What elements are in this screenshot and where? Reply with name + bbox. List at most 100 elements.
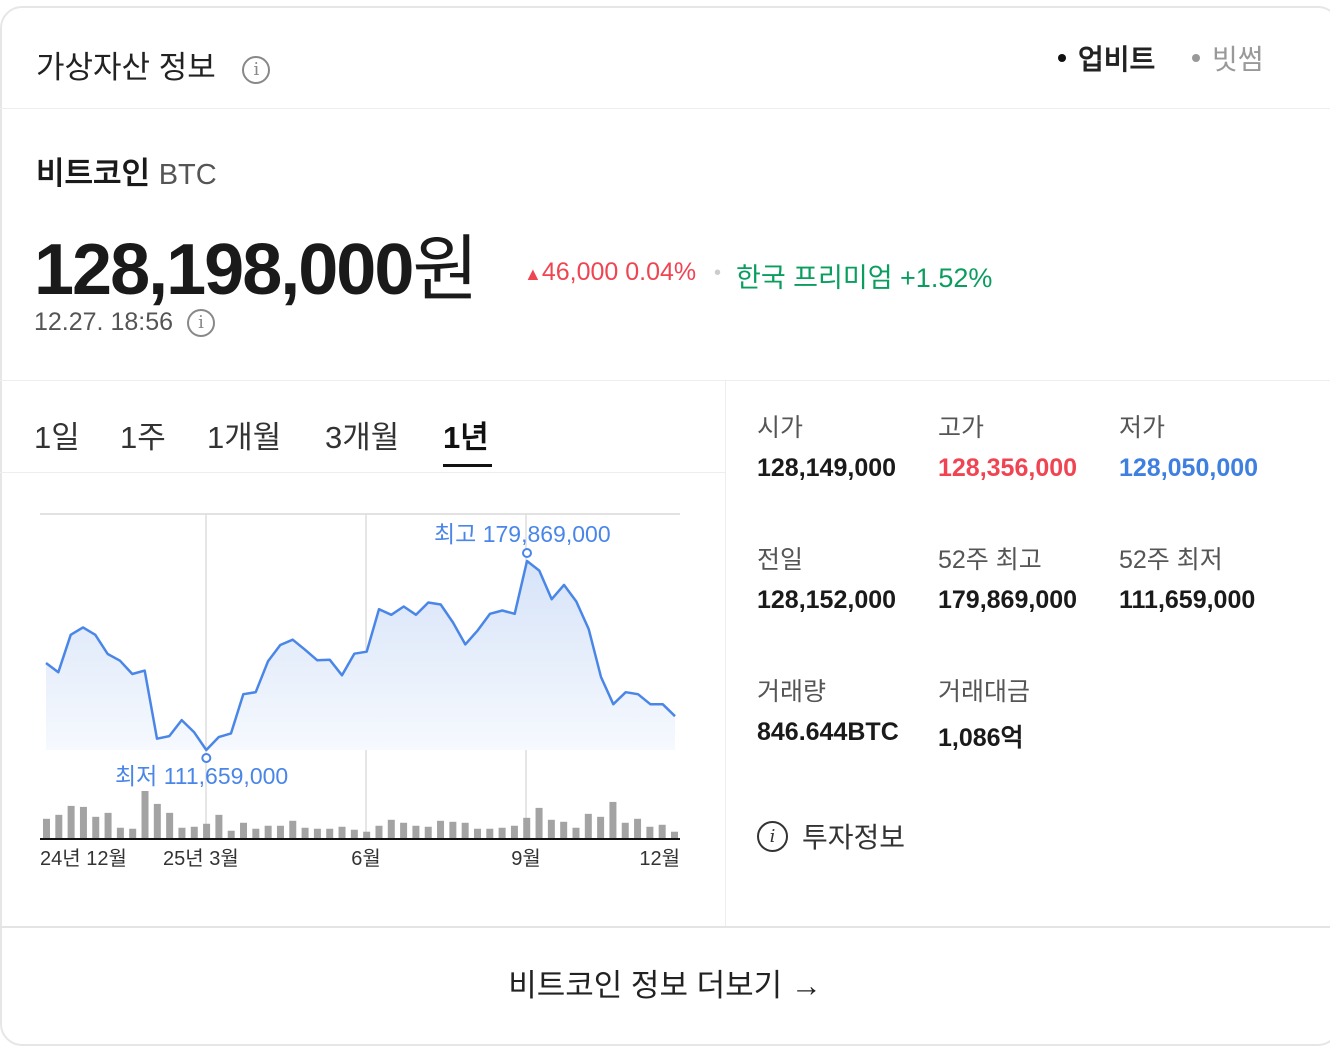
volume-bar xyxy=(634,818,642,839)
tab-3m[interactable]: 3개월 xyxy=(325,420,400,455)
crypto-info-card xyxy=(0,6,1330,1046)
tab-1m[interactable]: 1개월 xyxy=(207,420,282,455)
high-label: 최고 179,869,000 xyxy=(434,521,611,547)
volume-bar xyxy=(461,822,469,839)
volume-bar xyxy=(400,822,408,839)
volume-bar xyxy=(338,826,346,839)
price-area xyxy=(46,561,675,750)
volume-bar xyxy=(412,825,420,839)
volume-bar xyxy=(621,822,629,839)
coin-name: 비트코인 BTC xyxy=(36,156,217,191)
tab-1w[interactable]: 1주 xyxy=(120,420,166,455)
volume-bar xyxy=(424,826,432,839)
x-tick-label: 9월 xyxy=(511,847,541,870)
stat-low: 저가 128,050,000 xyxy=(1119,414,1259,482)
volume-bar xyxy=(289,820,297,839)
volume-bar xyxy=(597,816,605,839)
volume-bar xyxy=(387,819,395,839)
exchange-upbit[interactable]: 업비트 xyxy=(1058,38,1155,78)
x-tick-label: 25년 3월 xyxy=(163,847,239,870)
volume-bar xyxy=(584,813,592,839)
korea-premium: 한국 프리미엄 +1.52% xyxy=(736,263,993,293)
divider xyxy=(0,108,1330,109)
volume-bar xyxy=(560,821,568,839)
divider xyxy=(725,380,726,926)
volume-bar xyxy=(375,825,383,839)
volume-bar xyxy=(510,825,518,839)
x-tick-label: 12월 xyxy=(639,847,680,870)
volume-bar xyxy=(646,826,654,839)
volume-bar xyxy=(313,828,321,839)
divider xyxy=(0,380,1330,381)
stat-trade-value: 거래대금 1,086억 xyxy=(938,678,1031,752)
stat-52w-high: 52주 최고 179,869,000 xyxy=(938,546,1078,614)
tab-1y[interactable]: 1년 xyxy=(443,420,489,455)
volume-bar xyxy=(671,831,678,839)
volume-bar xyxy=(129,828,137,839)
volume-bar xyxy=(92,816,100,839)
divider xyxy=(0,926,1330,928)
volume-bar xyxy=(190,826,198,839)
volume-bar xyxy=(178,827,186,839)
volume-bar xyxy=(43,818,50,839)
volume-bar xyxy=(363,831,371,839)
stat-52w-low: 52주 최저 111,659,000 xyxy=(1119,546,1256,614)
volume-bar xyxy=(473,828,481,839)
active-tab-indicator xyxy=(443,464,492,467)
low-marker xyxy=(201,752,212,763)
volume-bar xyxy=(203,823,211,839)
tab-1d[interactable]: 1일 xyxy=(34,420,80,455)
volume-bar xyxy=(276,825,284,839)
volume-bar xyxy=(104,812,112,839)
volume-bar xyxy=(264,825,272,839)
volume-bar xyxy=(449,821,457,839)
volume-bar xyxy=(437,820,445,839)
volume-bar xyxy=(227,830,235,839)
volume-bar xyxy=(215,814,223,839)
x-tick-label: 6월 xyxy=(351,847,381,870)
volume-bar xyxy=(498,827,506,839)
x-tick-label: 24년 12월 xyxy=(40,847,127,870)
stat-high: 고가 128,356,000 xyxy=(938,414,1078,482)
volume-bar xyxy=(141,791,149,839)
exchange-bithumb[interactable]: 빗썸 xyxy=(1192,38,1264,78)
stat-volume: 거래량 846.644BTC xyxy=(757,678,899,746)
volume-bar xyxy=(350,829,358,839)
price-datetime: 12.27. 18:56 i xyxy=(34,308,216,337)
volume-bar xyxy=(240,822,248,839)
volume-bar xyxy=(523,817,531,839)
current-price: 128,198,000원 xyxy=(34,230,479,310)
volume-bar xyxy=(547,819,555,839)
bullet-icon xyxy=(1192,54,1200,62)
volume-bar xyxy=(67,805,75,839)
price-change: ▲46,000 0.04% xyxy=(524,258,697,286)
volume-bar xyxy=(166,812,174,839)
price-line xyxy=(45,559,676,752)
stat-prev-close: 전일 128,152,000 xyxy=(757,546,897,614)
low-label: 최저 111,659,000 xyxy=(115,763,288,789)
price-chart[interactable]: 최고 179,869,000 최저 111,659,000 24년 12월 25… xyxy=(0,0,725,900)
stat-open: 시가 128,149,000 xyxy=(757,414,897,482)
divider xyxy=(0,472,725,473)
volume-bar xyxy=(116,827,124,839)
more-info-link[interactable]: 비트코인 정보 더보기 → xyxy=(508,968,822,1003)
volume-bar xyxy=(486,828,494,839)
volume-bar xyxy=(572,827,580,839)
volume-bar xyxy=(658,824,666,839)
volume-bar xyxy=(79,806,87,839)
info-icon: i xyxy=(757,820,788,852)
investment-info-link[interactable]: i 투자정보 xyxy=(757,816,905,856)
info-icon[interactable]: i xyxy=(187,308,216,337)
volume-bar xyxy=(252,828,260,839)
page-title: 가상자산 정보 i xyxy=(36,42,271,87)
up-arrow-icon: ▲ xyxy=(524,264,542,284)
volume-bar xyxy=(326,828,334,839)
info-icon[interactable]: i xyxy=(242,55,271,84)
volume-bar xyxy=(301,827,309,839)
volume-bar xyxy=(55,814,63,839)
high-marker xyxy=(522,547,532,558)
separator: • xyxy=(714,262,722,284)
volume-bar xyxy=(609,801,617,839)
volume-bar xyxy=(153,803,161,839)
bullet-icon xyxy=(1058,54,1066,62)
